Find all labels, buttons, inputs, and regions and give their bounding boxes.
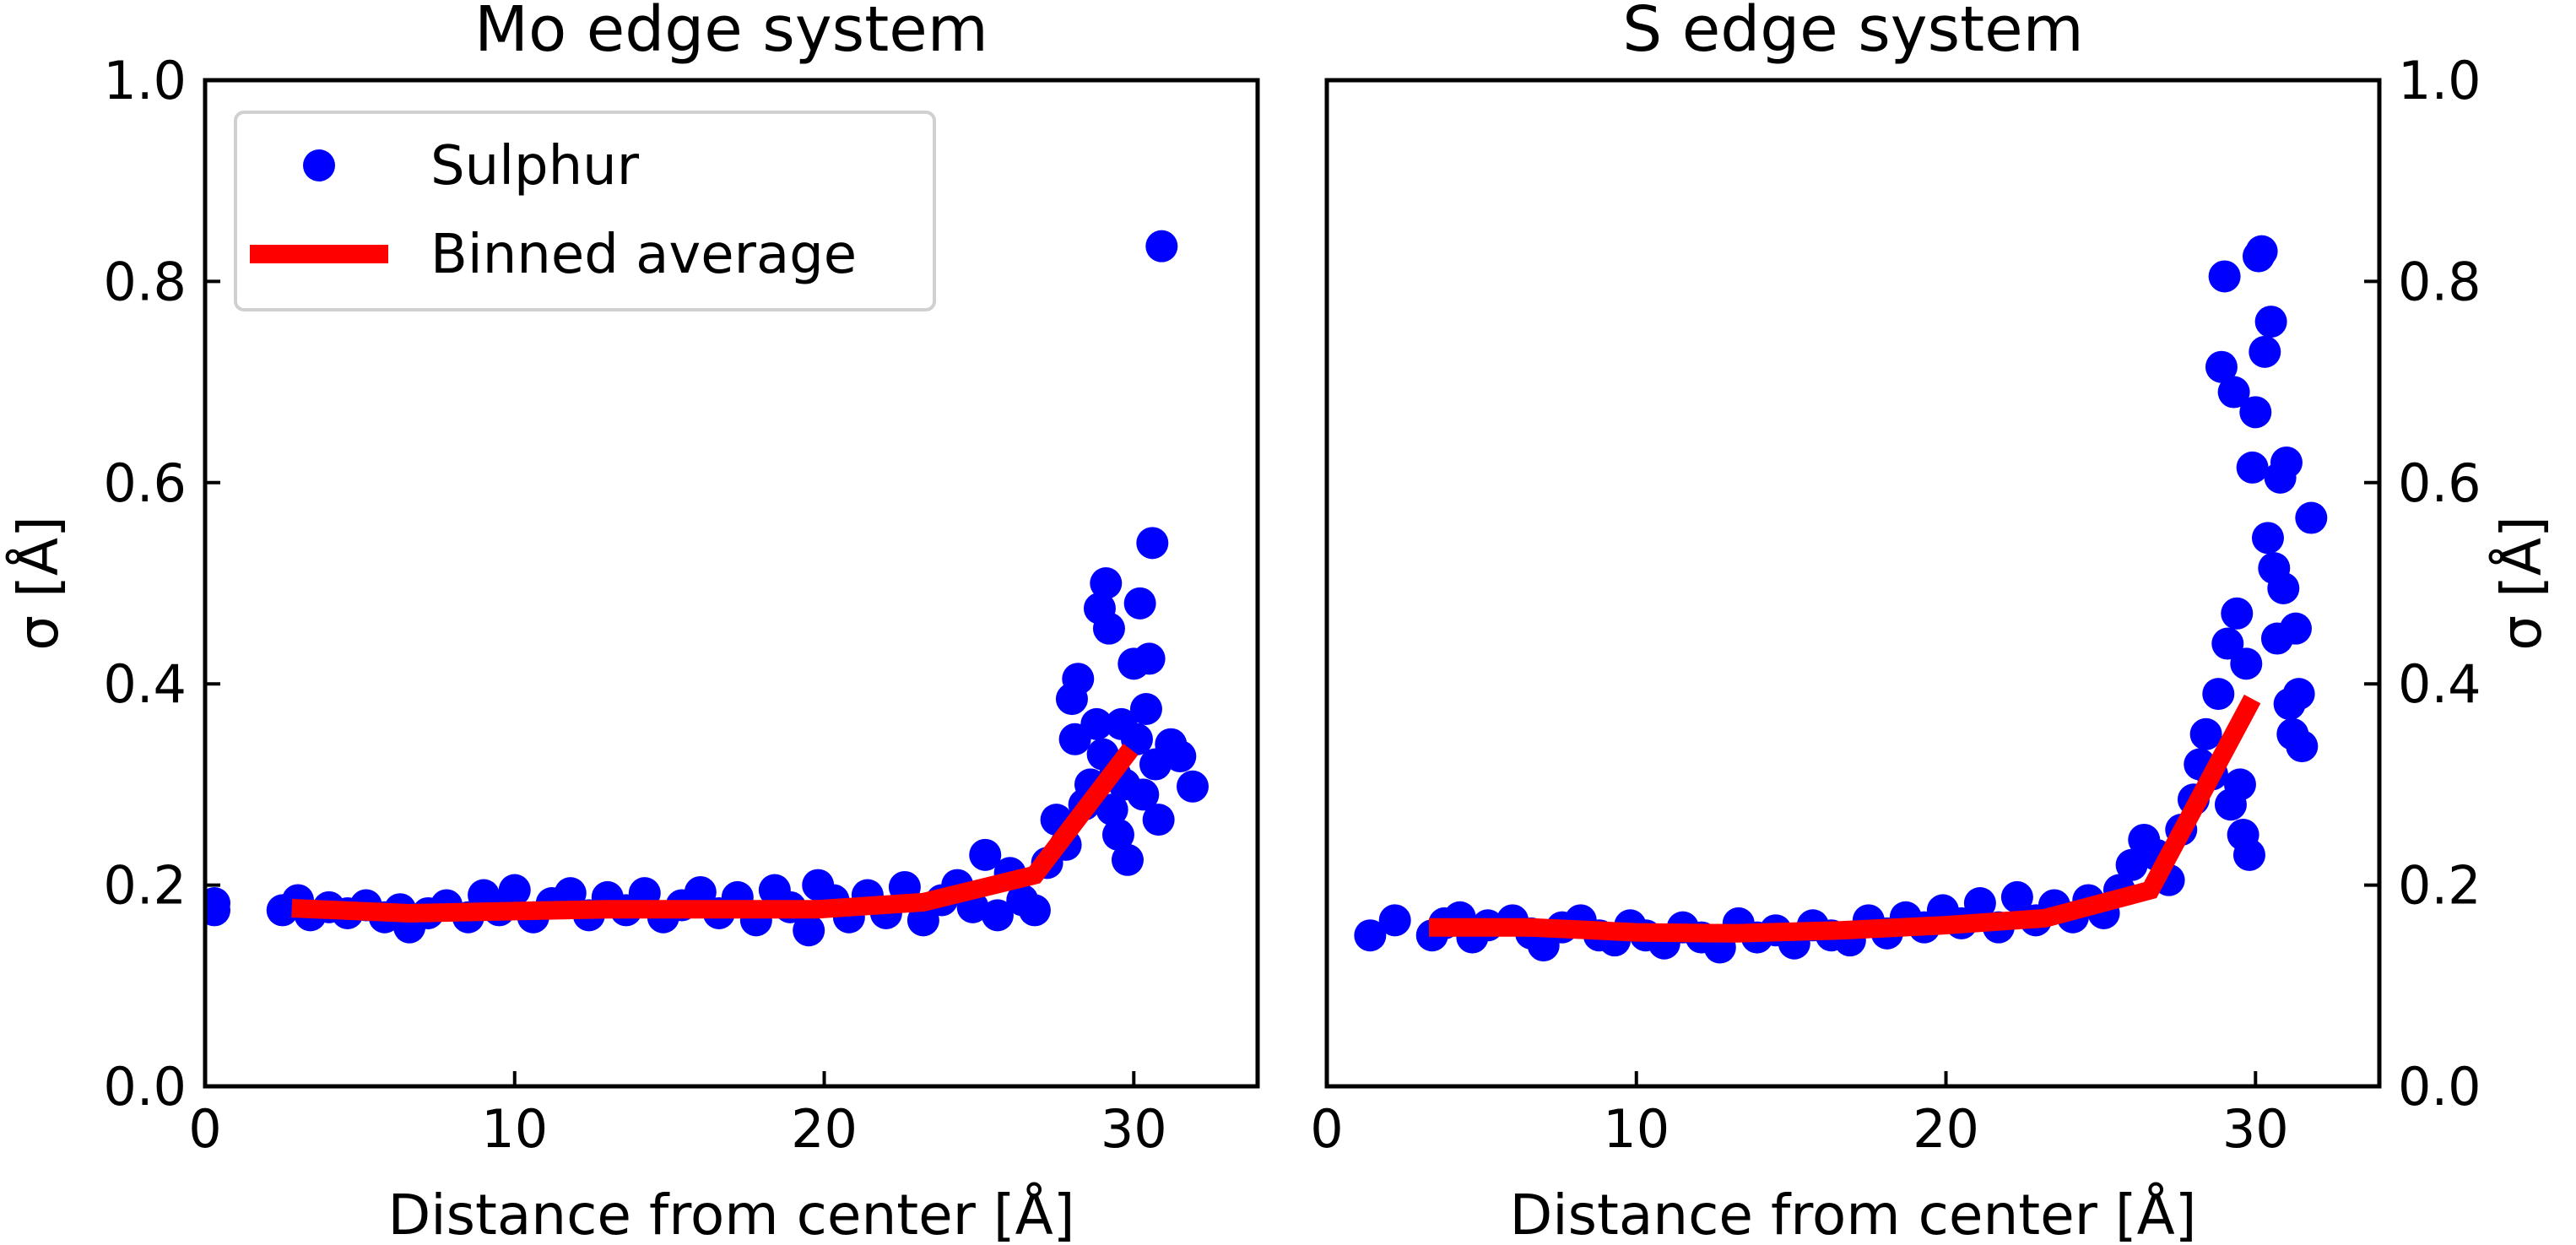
y-axis-label: σ [Å]: [2489, 516, 2554, 650]
sulphur-point: [2232, 838, 2265, 871]
sulphur-point: [2000, 880, 2033, 913]
plot-area: [1354, 235, 2328, 964]
sulphur-point: [2236, 451, 2269, 484]
x-axis-label: Distance from center [Å]: [1509, 1183, 2196, 1245]
binned-average-line: [1429, 694, 2261, 943]
legend-label: Sulphur: [430, 135, 640, 198]
y-tick-label: 1.0: [103, 50, 187, 111]
panel-mo-edge-system: Mo edge system 0 10 20 30 0.0 0.2 0.4 0.6 0.8 1.0 D…: [6, 0, 1260, 1245]
sulphur-point: [1080, 707, 1113, 740]
legend-label: Binned average: [430, 224, 857, 286]
sulphur-point: [2202, 678, 2235, 711]
binned-average-line: [291, 744, 1139, 923]
sulphur-point: [1123, 587, 1156, 620]
sulphur-point: [2270, 446, 2303, 479]
sulphur-point: [205, 887, 230, 920]
sulphur-point: [2251, 522, 2284, 555]
sulphur-point: [1136, 527, 1169, 560]
sulphur-point: [1127, 778, 1160, 811]
plot-area: [205, 230, 1209, 947]
sulphur-point: [1111, 843, 1144, 876]
y-tick-label: 0.6: [103, 452, 187, 514]
sulphur-point: [2295, 501, 2328, 534]
sulphur-point: [2239, 396, 2272, 429]
plot-frame: [1324, 78, 2382, 1089]
sulphur-point: [2221, 597, 2254, 630]
x-tick-label: 30: [2222, 1098, 2289, 1160]
sulphur-point: [2223, 768, 2256, 801]
sulphur-point: [1145, 230, 1178, 263]
y-tick-label: 0.8: [2398, 251, 2481, 312]
y-tick-label: 0.4: [2398, 653, 2481, 715]
plot-frame: [203, 78, 1260, 1089]
panel-s-edge-system: S edge system 0 10 20 30 0.0 0.2 0.4 0.6 0.8 1.0 Di…: [1310, 0, 2554, 1245]
legend: Sulphur Binned average: [234, 111, 936, 311]
x-tick-label: 0: [1310, 1098, 1343, 1160]
sulphur-point: [1963, 887, 1996, 920]
sulphur-point: [2217, 376, 2250, 409]
sulphur-point: [906, 904, 939, 937]
y-tick-label: 0.4: [103, 653, 187, 715]
y-tick-label: 0.0: [103, 1056, 187, 1118]
sulphur-point: [2249, 335, 2281, 368]
x-tick-label: 20: [791, 1098, 858, 1160]
legend-box: [234, 111, 936, 311]
sulphur-point: [1062, 663, 1095, 696]
sulphur-point: [2189, 717, 2222, 750]
sulphur-point: [1133, 642, 1166, 675]
sulphur-point: [1354, 919, 1387, 952]
sulphur-point: [2211, 627, 2244, 660]
sulphur-point: [1092, 612, 1125, 645]
sulphur-point: [2267, 571, 2300, 604]
chart-title: Mo edge system: [474, 0, 988, 66]
sulphur-point: [2254, 306, 2287, 338]
chart-title: S edge system: [1622, 0, 2084, 66]
sulphur-point: [2279, 612, 2312, 645]
sulphur-point: [1018, 894, 1051, 927]
sulphur-point: [2286, 730, 2319, 763]
sulphur-point: [1090, 567, 1123, 599]
sulphur-point: [2115, 848, 2148, 881]
x-tick-label: 0: [188, 1098, 221, 1160]
y-tick-label: 0.8: [103, 251, 187, 312]
sulphur-point: [498, 874, 531, 907]
y-tick-label: 0.2: [103, 855, 187, 917]
y-tick-label: 0.0: [2398, 1056, 2481, 1118]
sulphur-point: [1164, 740, 1197, 773]
sulphur-point: [1096, 793, 1128, 826]
x-tick-label: 20: [1913, 1098, 1979, 1160]
y-tick-label: 0.6: [2398, 452, 2481, 514]
sulphur-point: [2282, 678, 2315, 711]
x-axis-label: Distance from center [Å]: [387, 1183, 1074, 1245]
sulphur-point: [981, 899, 1014, 932]
y-tick-label: 0.2: [2398, 855, 2481, 917]
y-axis-label: σ [Å]: [6, 516, 71, 650]
sulphur-point: [1142, 804, 1175, 836]
sulphur-point: [2205, 350, 2238, 383]
x-tick-label: 10: [481, 1098, 548, 1160]
sulphur-point: [2230, 647, 2263, 680]
y-tick-label: 1.0: [2398, 50, 2481, 111]
sulphur-point: [1101, 819, 1134, 851]
sulphur-point: [2245, 235, 2278, 268]
sulphur-point: [1378, 904, 1411, 937]
sulphur-point: [1129, 693, 1162, 725]
sulphur-point: [1176, 770, 1209, 803]
sulphur-point: [2208, 260, 2241, 293]
sulphur-point: [1120, 723, 1153, 755]
sulphur-point: [969, 838, 1002, 871]
sulphur-point: [793, 914, 825, 947]
legend-marker-sulphur: [303, 149, 335, 181]
x-tick-label: 30: [1101, 1098, 1167, 1160]
x-tick-label: 10: [1603, 1098, 1670, 1160]
